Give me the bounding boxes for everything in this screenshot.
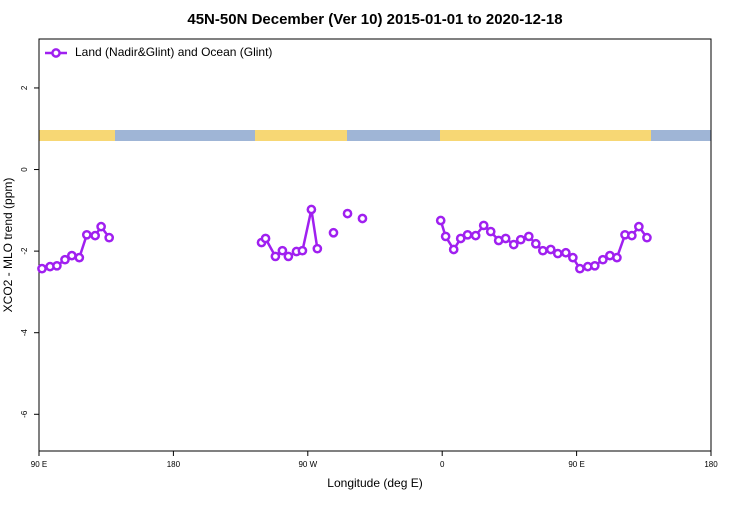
y-axis-title: XCO2 - MLO trend (ppm) — [1, 178, 15, 313]
y-tick-label: 2 — [20, 85, 29, 90]
data-point — [270, 251, 281, 262]
data-point — [530, 238, 541, 249]
data-point — [357, 213, 368, 224]
data-point — [568, 252, 578, 263]
data-point — [508, 239, 519, 250]
data-point — [545, 244, 556, 255]
data-point — [435, 215, 446, 226]
data-point — [575, 263, 585, 274]
map-strip — [39, 130, 711, 141]
chart-title: 45N-50N December (Ver 10) 2015-01-01 to … — [187, 11, 562, 28]
plot-frame — [38, 38, 712, 452]
data-point — [612, 252, 622, 263]
data-point — [589, 260, 600, 271]
data-point — [81, 229, 92, 240]
data-point — [478, 220, 489, 231]
data-point — [440, 231, 451, 242]
data-point — [96, 221, 106, 232]
x-axis-title: Longitude (deg E) — [327, 476, 422, 490]
data-point — [642, 232, 652, 243]
data-point — [74, 252, 85, 263]
data-point — [538, 245, 548, 256]
x-tick-label: 180 — [167, 460, 181, 469]
data-point — [342, 208, 353, 219]
data-point — [455, 233, 466, 244]
land-band — [440, 130, 651, 141]
data-point — [277, 245, 288, 256]
x-tick-label: 90 W — [298, 460, 317, 469]
y-tick-label: -4 — [20, 329, 29, 337]
y-tick-label: -6 — [20, 410, 29, 418]
land-band — [39, 130, 115, 141]
x-tick-label: 90 E — [568, 460, 584, 469]
legend-label: Land (Nadir&Glint) and Ocean (Glint) — [75, 45, 272, 59]
data-point — [283, 251, 294, 262]
data-point — [67, 250, 77, 261]
x-tick-label: 180 — [704, 460, 718, 469]
data-point — [52, 260, 62, 271]
ocean-band — [39, 130, 711, 141]
data-point — [328, 227, 339, 238]
data-point — [448, 244, 459, 255]
data-point — [560, 247, 571, 258]
data-point — [312, 243, 323, 254]
data-point — [500, 233, 511, 244]
x-tick-label: 0 — [440, 460, 445, 469]
data-point — [523, 231, 534, 242]
data-point — [297, 245, 308, 256]
data-point — [306, 204, 317, 215]
data-point — [104, 232, 115, 243]
data-point — [515, 234, 526, 245]
data-point — [462, 229, 473, 240]
x-tick-label: 90 E — [31, 460, 47, 469]
data-point — [90, 230, 100, 241]
data-point — [552, 248, 563, 259]
land-band — [255, 130, 347, 141]
data-point — [598, 254, 608, 265]
y-tick-label: -2 — [20, 247, 29, 255]
data-point — [60, 254, 70, 265]
data-point — [485, 226, 496, 237]
data-point — [634, 221, 644, 232]
data-point — [260, 233, 271, 244]
data-point — [37, 263, 47, 274]
data-point — [470, 230, 481, 241]
y-tick-label: 0 — [20, 167, 29, 172]
legend-marker — [51, 48, 61, 58]
data-point — [627, 230, 637, 241]
